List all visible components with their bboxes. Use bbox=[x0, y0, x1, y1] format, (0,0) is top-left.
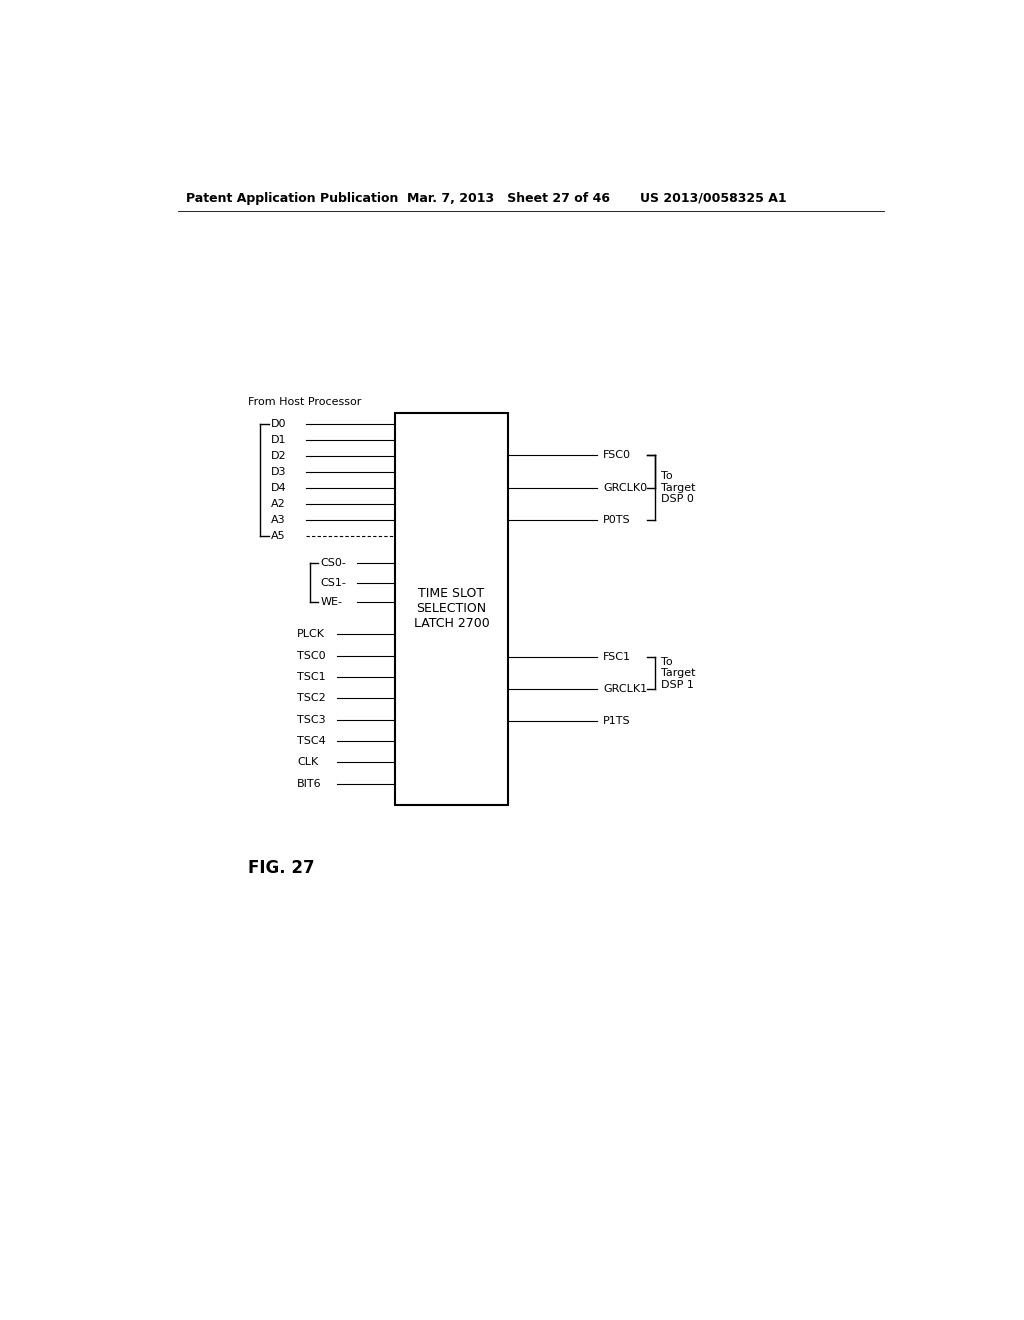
Text: Patent Application Publication: Patent Application Publication bbox=[186, 191, 398, 205]
Bar bbox=[395, 412, 508, 805]
Text: From Host Processor: From Host Processor bbox=[248, 397, 361, 407]
Text: FIG. 27: FIG. 27 bbox=[248, 859, 314, 876]
Text: US 2013/0058325 A1: US 2013/0058325 A1 bbox=[640, 191, 786, 205]
Text: FSC1: FSC1 bbox=[603, 652, 631, 663]
Text: CS0-: CS0- bbox=[321, 558, 346, 569]
Text: D1: D1 bbox=[271, 436, 287, 445]
Text: TSC3: TSC3 bbox=[297, 714, 326, 725]
Text: D3: D3 bbox=[271, 467, 287, 477]
Text: A5: A5 bbox=[271, 531, 286, 541]
Text: TSC0: TSC0 bbox=[297, 651, 326, 660]
Text: TSC2: TSC2 bbox=[297, 693, 326, 704]
Text: TSC4: TSC4 bbox=[297, 737, 326, 746]
Text: A3: A3 bbox=[271, 515, 286, 525]
Text: D2: D2 bbox=[271, 451, 287, 461]
Text: TIME SLOT
SELECTION
LATCH 2700: TIME SLOT SELECTION LATCH 2700 bbox=[414, 587, 489, 631]
Text: TSC1: TSC1 bbox=[297, 672, 326, 682]
Text: GRCLK0: GRCLK0 bbox=[603, 483, 647, 492]
Text: FSC0: FSC0 bbox=[603, 450, 631, 459]
Text: PLCK: PLCK bbox=[297, 630, 325, 639]
Text: CLK: CLK bbox=[297, 758, 318, 767]
Text: P1TS: P1TS bbox=[603, 715, 631, 726]
Text: WE-: WE- bbox=[321, 597, 342, 607]
Text: BIT6: BIT6 bbox=[297, 779, 322, 788]
Text: A2: A2 bbox=[271, 499, 286, 508]
Text: P0TS: P0TS bbox=[603, 515, 631, 525]
Text: D0: D0 bbox=[271, 418, 287, 429]
Text: D4: D4 bbox=[271, 483, 287, 492]
Text: To
Target
DSP 1: To Target DSP 1 bbox=[662, 656, 695, 690]
Text: CS1-: CS1- bbox=[321, 578, 346, 587]
Text: GRCLK1: GRCLK1 bbox=[603, 684, 647, 694]
Text: To
Target
DSP 0: To Target DSP 0 bbox=[662, 471, 695, 504]
Text: Mar. 7, 2013   Sheet 27 of 46: Mar. 7, 2013 Sheet 27 of 46 bbox=[407, 191, 610, 205]
